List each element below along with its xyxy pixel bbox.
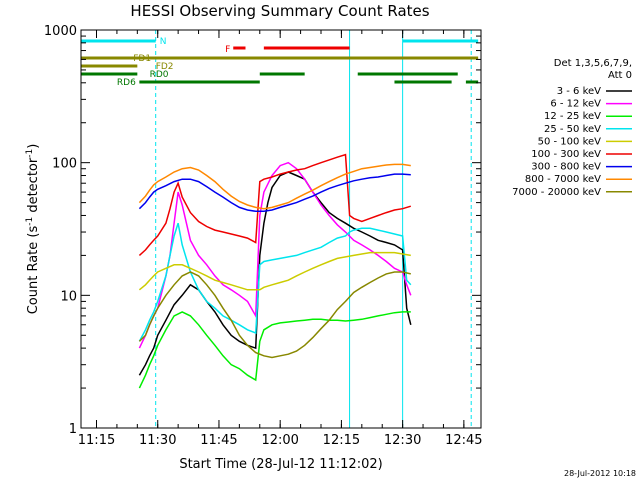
series-line-8 bbox=[138, 271, 411, 359]
legend-entry-label: 50 - 100 keV bbox=[538, 136, 602, 147]
legend-entry-label: 3 - 6 keV bbox=[557, 86, 601, 97]
flag-label-f: F bbox=[225, 45, 230, 55]
series-line-7 bbox=[138, 163, 411, 210]
y-axis-label-part: Count Rate (s bbox=[26, 226, 41, 315]
y-axis-label-end: ) bbox=[26, 144, 41, 149]
x-tick-label: 12:00 bbox=[261, 433, 298, 448]
x-tick-label: 11:45 bbox=[200, 433, 237, 448]
legend-header-0: Det 1,3,5,6,7,9, bbox=[554, 58, 632, 69]
x-tick-label: 11:30 bbox=[139, 433, 176, 448]
y-tick-label: 10 bbox=[60, 289, 77, 304]
legend-entry-label: 300 - 800 keV bbox=[531, 162, 601, 173]
series-line-2 bbox=[138, 311, 411, 389]
legend-entry-label: 100 - 300 keV bbox=[531, 149, 601, 160]
legend: Det 1,3,5,6,7,9,Att 0 3 - 6 keV 6 - 12 keV… bbox=[512, 58, 632, 198]
flag-label-n: N bbox=[160, 37, 167, 47]
x-tick-label: 11:15 bbox=[78, 433, 115, 448]
flag-label-rd0: RD0 bbox=[150, 70, 169, 80]
flag-label-fd1: FD1 bbox=[133, 54, 151, 64]
flag-label-fd2: FD2 bbox=[156, 62, 174, 72]
series-line-5 bbox=[138, 153, 412, 256]
x-axis-label: Start Time (28-Jul-12 11:12:02) bbox=[179, 457, 382, 472]
legend-entry-label: 800 - 7000 keV bbox=[525, 174, 601, 185]
legend-entry-label: 7000 - 20000 keV bbox=[512, 187, 601, 198]
x-tick-label: 12:30 bbox=[384, 433, 421, 448]
x-tick-label: 12:45 bbox=[445, 433, 482, 448]
series-line-6 bbox=[138, 173, 411, 213]
x-axis: 11:15 11:30 11:45 12:00 12:15 12:30 12:45 bbox=[78, 30, 483, 448]
plot-frame bbox=[80, 29, 482, 429]
series-lines bbox=[138, 153, 412, 389]
series-line-4 bbox=[138, 251, 411, 291]
y-axis-label: Count Rate (s-1 detector-1) bbox=[25, 144, 41, 315]
legend-entry-label: 25 - 50 keV bbox=[544, 124, 601, 135]
chart-title: HESSI Observing Summary Count Rates bbox=[130, 2, 429, 20]
y-tick-label: 100 bbox=[52, 157, 77, 172]
y-tick-label: 1000 bbox=[44, 24, 77, 39]
y-axis: 1 10 100 1000 bbox=[44, 24, 481, 437]
legend-entry-label: 6 - 12 keV bbox=[550, 99, 601, 110]
legend-entry-label: 12 - 25 keV bbox=[544, 111, 601, 122]
series-line-1 bbox=[138, 161, 412, 349]
y-axis-label-sup2: -1 bbox=[25, 149, 35, 158]
y-axis-label-mid: detector bbox=[26, 157, 41, 217]
y-tick-label: 1 bbox=[69, 422, 77, 437]
series-line-0 bbox=[138, 171, 412, 376]
timestamp: 28-Jul-2012 10:18 bbox=[564, 469, 636, 478]
flag-label-rd6: RD6 bbox=[117, 78, 136, 88]
legend-header-1: Att 0 bbox=[608, 70, 632, 81]
x-tick-label: 12:15 bbox=[323, 433, 360, 448]
series-line-3 bbox=[138, 222, 412, 342]
y-axis-label-sup: -1 bbox=[25, 217, 35, 226]
